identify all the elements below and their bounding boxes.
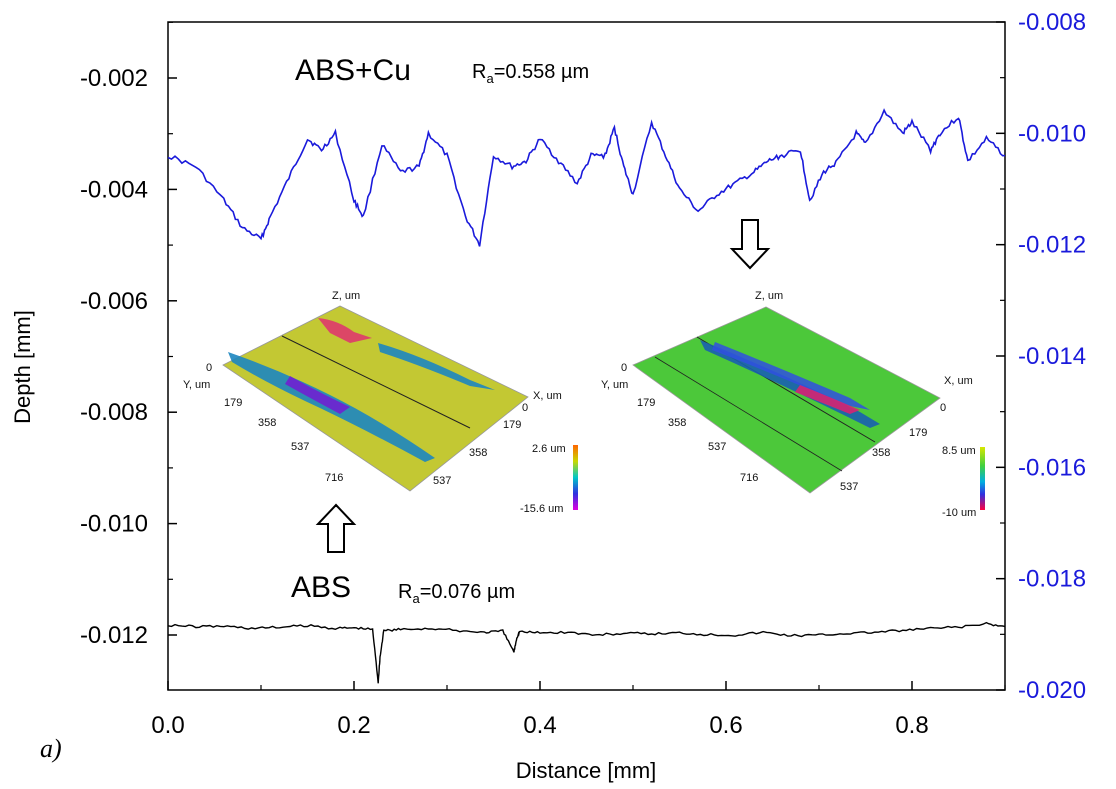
inset-right-x-tick: 537 — [840, 481, 858, 493]
inset-right-y-tick: 358 — [668, 417, 686, 429]
y-right-tick-label: -0.020 — [1018, 677, 1086, 704]
y-left-tick-label: -0.002 — [80, 65, 148, 92]
y-right-tick-label: -0.010 — [1018, 120, 1086, 147]
inset-left-y-tick: 537 — [291, 441, 309, 453]
abs-cu-ra-r: R — [472, 61, 486, 83]
y-left-tick-label: -0.008 — [80, 399, 148, 426]
inset-right-x-origin: 0 — [940, 402, 946, 414]
inset-left-y-tick: 358 — [258, 417, 276, 429]
abs-cu-ra-sub: a — [486, 71, 494, 86]
panel-label: a) — [40, 734, 62, 763]
inset-left-y-origin: 0 — [206, 362, 212, 374]
y-left-tick-label: -0.012 — [80, 622, 148, 649]
inset-left-axis-line — [281, 335, 471, 429]
inset-right-scratch-3 — [795, 385, 860, 414]
inset-right-y-origin: 0 — [621, 362, 627, 374]
x-tick-label: 0.2 — [337, 712, 370, 739]
inset-right-scratch-2 — [712, 342, 870, 410]
abs-ra-value: =0.076 µm — [420, 581, 515, 603]
y-left-tick-label: -0.006 — [80, 288, 148, 315]
x-tick-label: 0.8 — [895, 712, 928, 739]
inset-left-x-origin: 0 — [522, 402, 528, 414]
x-axis-title: Distance [mm] — [516, 758, 657, 783]
inset-right-scale-min: -10 um — [942, 507, 976, 519]
inset-right-x-tick: 358 — [872, 447, 890, 459]
inset-right-x-tick: 179 — [909, 427, 927, 439]
y-right-tick-label: -0.018 — [1018, 566, 1086, 593]
y-right-tick-label: -0.008 — [1018, 9, 1086, 36]
inset-left-z-label: Z, um — [332, 290, 360, 302]
abs-cu-label: ABS+Cu — [295, 54, 411, 87]
inset-left-scratch-1 — [318, 318, 372, 343]
inset-right-y-tick: 179 — [637, 397, 655, 409]
inset-left-x-tick: 537 — [433, 475, 451, 487]
abs-ra: Ra=0.076 µm — [398, 581, 515, 606]
inset-left-scale-max: 2.6 um — [532, 443, 566, 455]
inset-left-scratch-4 — [285, 376, 350, 414]
x-tick-label: 0.6 — [709, 712, 742, 739]
ticks-layer: 0.0 0.2 0.4 0.6 0.8 -0.002 -0.004 -0.006 -0.008 -… — [80, 9, 1086, 739]
inset-right-y-tick: 716 — [740, 472, 758, 484]
y-axis-title: Depth [mm] — [10, 310, 35, 424]
inset-right-color-scale — [980, 447, 985, 510]
inset-left-x-tick: 358 — [469, 447, 487, 459]
x-tick-label: 0.0 — [151, 712, 184, 739]
inset-left-y-label: Y, um — [183, 379, 210, 391]
inset-left-scratch-2 — [378, 343, 495, 390]
abs-ra-r: R — [398, 581, 412, 603]
y-left-tick-label: -0.010 — [80, 511, 148, 538]
abs-cu-ra-value: =0.558 µm — [494, 61, 589, 83]
inset-left-scale-min: -15.6 um — [520, 503, 563, 515]
inset-left: Z, um 0 Y, um X, um 0 179 358 537 716 17… — [183, 290, 578, 515]
series-line-abs — [167, 621, 1006, 684]
inset-left-x-label: X, um — [533, 390, 562, 402]
inset-right-scale-max: 8.5 um — [942, 445, 976, 457]
y-right-tick-label: -0.016 — [1018, 454, 1086, 481]
inset-left-color-scale — [573, 445, 578, 510]
abs-label: ABS — [291, 571, 351, 604]
up-arrow-icon — [315, 503, 357, 553]
series-line-abs-cu — [167, 108, 1006, 247]
inset-right-x-label: X, um — [944, 375, 973, 387]
y-right-tick-label: -0.012 — [1018, 232, 1086, 259]
inset-right-axis-line — [654, 356, 843, 472]
inset-right-y-label: Y, um — [601, 379, 628, 391]
y-left-tick-label: -0.004 — [80, 176, 148, 203]
abs-cu-ra: Ra=0.558 µm — [472, 61, 589, 86]
inset-right-surface — [632, 306, 941, 494]
inset-right: Z, um 0 Y, um X, um 0 179 358 537 716 17… — [601, 290, 985, 519]
inset-left-x-tick: 179 — [503, 419, 521, 431]
inset-left-y-tick: 716 — [325, 472, 343, 484]
inset-left-y-tick: 179 — [224, 397, 242, 409]
inset-right-y-tick: 537 — [708, 441, 726, 453]
inset-right-z-label: Z, um — [755, 290, 783, 302]
inset-left-surface — [222, 305, 529, 492]
y-right-tick-label: -0.014 — [1018, 343, 1086, 370]
abs-ra-sub: a — [412, 591, 420, 606]
x-tick-label: 0.4 — [523, 712, 556, 739]
down-arrow-icon — [729, 219, 771, 270]
